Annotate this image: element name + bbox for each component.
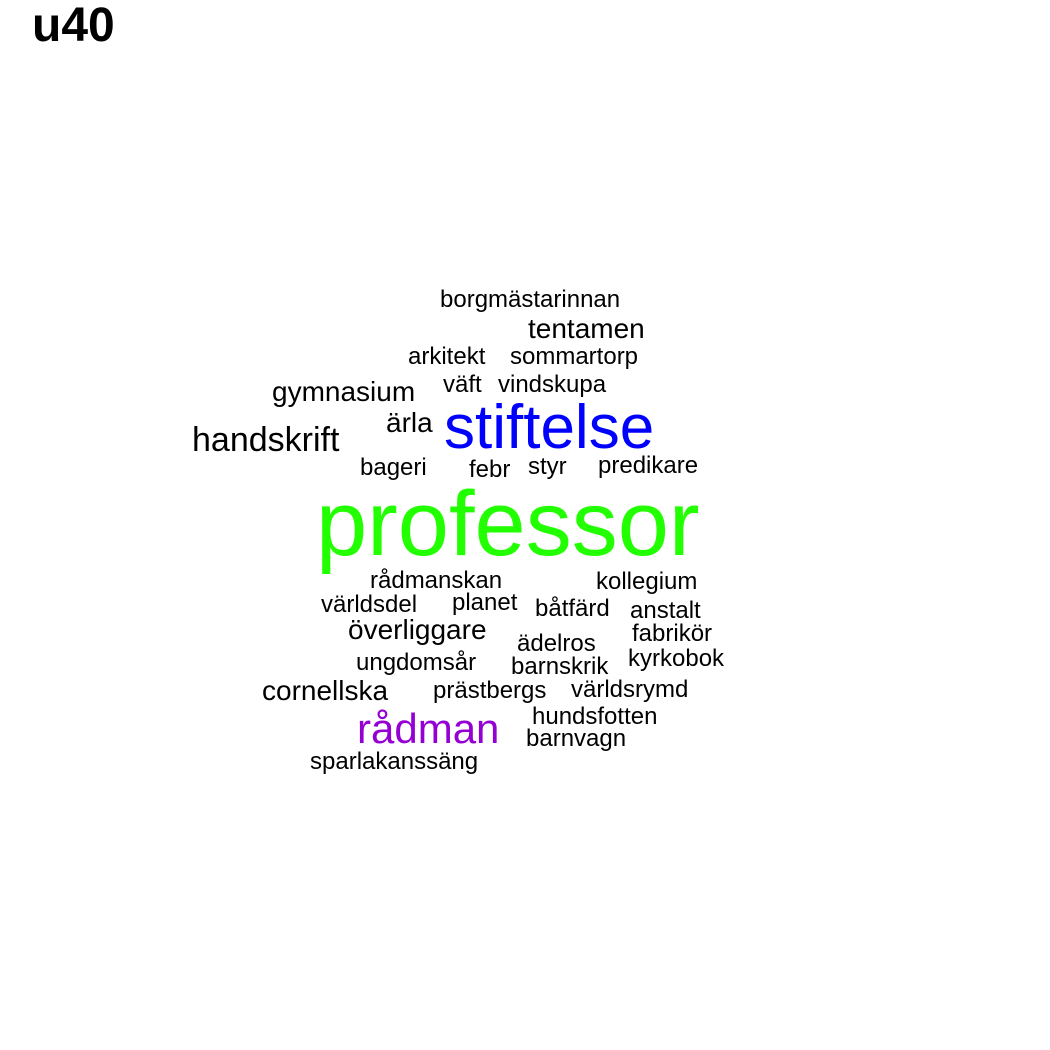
word-vindskupa: vindskupa bbox=[498, 371, 607, 398]
word-borgmastarinnan: borgmästarinnan bbox=[440, 286, 621, 313]
word-tentamen: tentamen bbox=[528, 313, 645, 344]
word-barnvagn: barnvagn bbox=[526, 725, 627, 752]
word-radman: rådman bbox=[357, 705, 500, 752]
word-kollegium: kollegium bbox=[596, 568, 698, 595]
word-hundsfotten: hundsfotten bbox=[532, 703, 658, 730]
word-cornellska: cornellska bbox=[262, 675, 389, 706]
word-febr: febr bbox=[469, 456, 511, 483]
word-gymnasium: gymnasium bbox=[272, 376, 416, 407]
word-arkitekt: arkitekt bbox=[408, 343, 486, 370]
word-prastbergs: prästbergs bbox=[433, 677, 547, 704]
word-varldsdel: världsdel bbox=[321, 591, 418, 618]
word-arla: ärla bbox=[386, 407, 433, 438]
word-overliggare: överliggare bbox=[348, 614, 487, 645]
plot-title: u40 bbox=[32, 0, 115, 52]
word-radmanskan: rådmanskan bbox=[370, 567, 503, 594]
word-styr: styr bbox=[528, 453, 567, 480]
word-stiftelse: stiftelse bbox=[444, 393, 655, 462]
word-bageri: bageri bbox=[360, 454, 427, 481]
word-handskrift: handskrift bbox=[192, 421, 340, 459]
word-anstalt: anstalt bbox=[630, 597, 701, 624]
word-vaft: väft bbox=[443, 371, 482, 398]
word-sparlakanssang: sparlakanssäng bbox=[310, 748, 479, 775]
word-batfard: båtfärd bbox=[535, 595, 610, 622]
word-adelros: ädelros bbox=[517, 630, 596, 657]
word-predikare: predikare bbox=[598, 452, 699, 479]
word-ungdomsar: ungdomsår bbox=[356, 649, 477, 676]
word-kyrkobok: kyrkobok bbox=[628, 645, 725, 672]
word-fabrikor: fabrikör bbox=[632, 620, 713, 647]
word-planet: planet bbox=[452, 589, 518, 616]
word-varldsrymd: världsrymd bbox=[571, 676, 689, 703]
word-professor: professor bbox=[316, 473, 700, 575]
word-barnskrik: barnskrik bbox=[511, 653, 609, 680]
word-sommartorp: sommartorp bbox=[510, 343, 639, 370]
